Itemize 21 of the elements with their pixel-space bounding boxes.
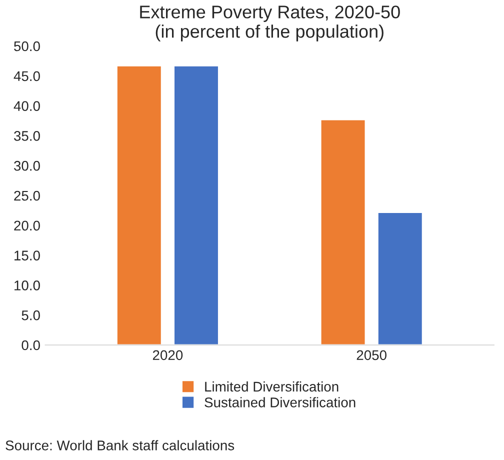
y-tick-label: 30.0 bbox=[14, 160, 40, 171]
y-tick-label: 0.0 bbox=[22, 340, 40, 350]
x-tick-label: 2020 bbox=[152, 350, 183, 360]
y-tick-label: 15.0 bbox=[14, 250, 40, 260]
bar bbox=[173, 65, 220, 345]
y-tick-label: 50.0 bbox=[14, 41, 40, 52]
y-tick-label: 20.0 bbox=[14, 220, 40, 231]
y-tick-label: 25.0 bbox=[14, 190, 40, 201]
legend-label: Sustained Diversification bbox=[204, 397, 356, 408]
legend-label: Limited Diversification bbox=[205, 381, 338, 392]
y-tick-label: 10.0 bbox=[14, 280, 40, 290]
y-tick-label: 5.0 bbox=[22, 310, 40, 320]
y-tick-label: 40.0 bbox=[14, 101, 40, 111]
source-note: Source: World Bank staff calculations bbox=[6, 440, 234, 450]
y-tick-label: 35.0 bbox=[14, 131, 40, 141]
chart-title: Extreme Poverty Rates, 2020-50 (in percent of the population) bbox=[140, 6, 400, 42]
bar bbox=[116, 65, 162, 345]
x-tick-label: 2050 bbox=[356, 350, 386, 360]
bar bbox=[377, 212, 424, 345]
y-tick-label: 45.0 bbox=[14, 71, 40, 82]
bar bbox=[320, 118, 366, 345]
